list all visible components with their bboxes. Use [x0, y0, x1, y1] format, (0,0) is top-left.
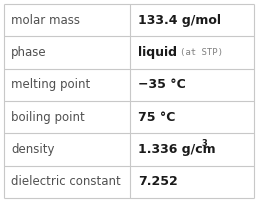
Text: (at STP): (at STP) [180, 48, 223, 57]
Text: phase: phase [11, 46, 47, 59]
Text: molar mass: molar mass [11, 14, 80, 27]
Text: dielectric constant: dielectric constant [11, 175, 121, 188]
Text: melting point: melting point [11, 78, 90, 91]
Text: 133.4 g/mol: 133.4 g/mol [138, 14, 221, 27]
Text: 7.252: 7.252 [138, 175, 178, 188]
Text: 1.336 g/cm: 1.336 g/cm [138, 143, 216, 156]
Text: liquid: liquid [138, 46, 177, 59]
Text: boiling point: boiling point [11, 111, 85, 124]
Text: 75 °C: 75 °C [138, 111, 176, 124]
Text: 3: 3 [201, 139, 207, 148]
Text: −35 °C: −35 °C [138, 78, 186, 91]
Text: density: density [11, 143, 54, 156]
